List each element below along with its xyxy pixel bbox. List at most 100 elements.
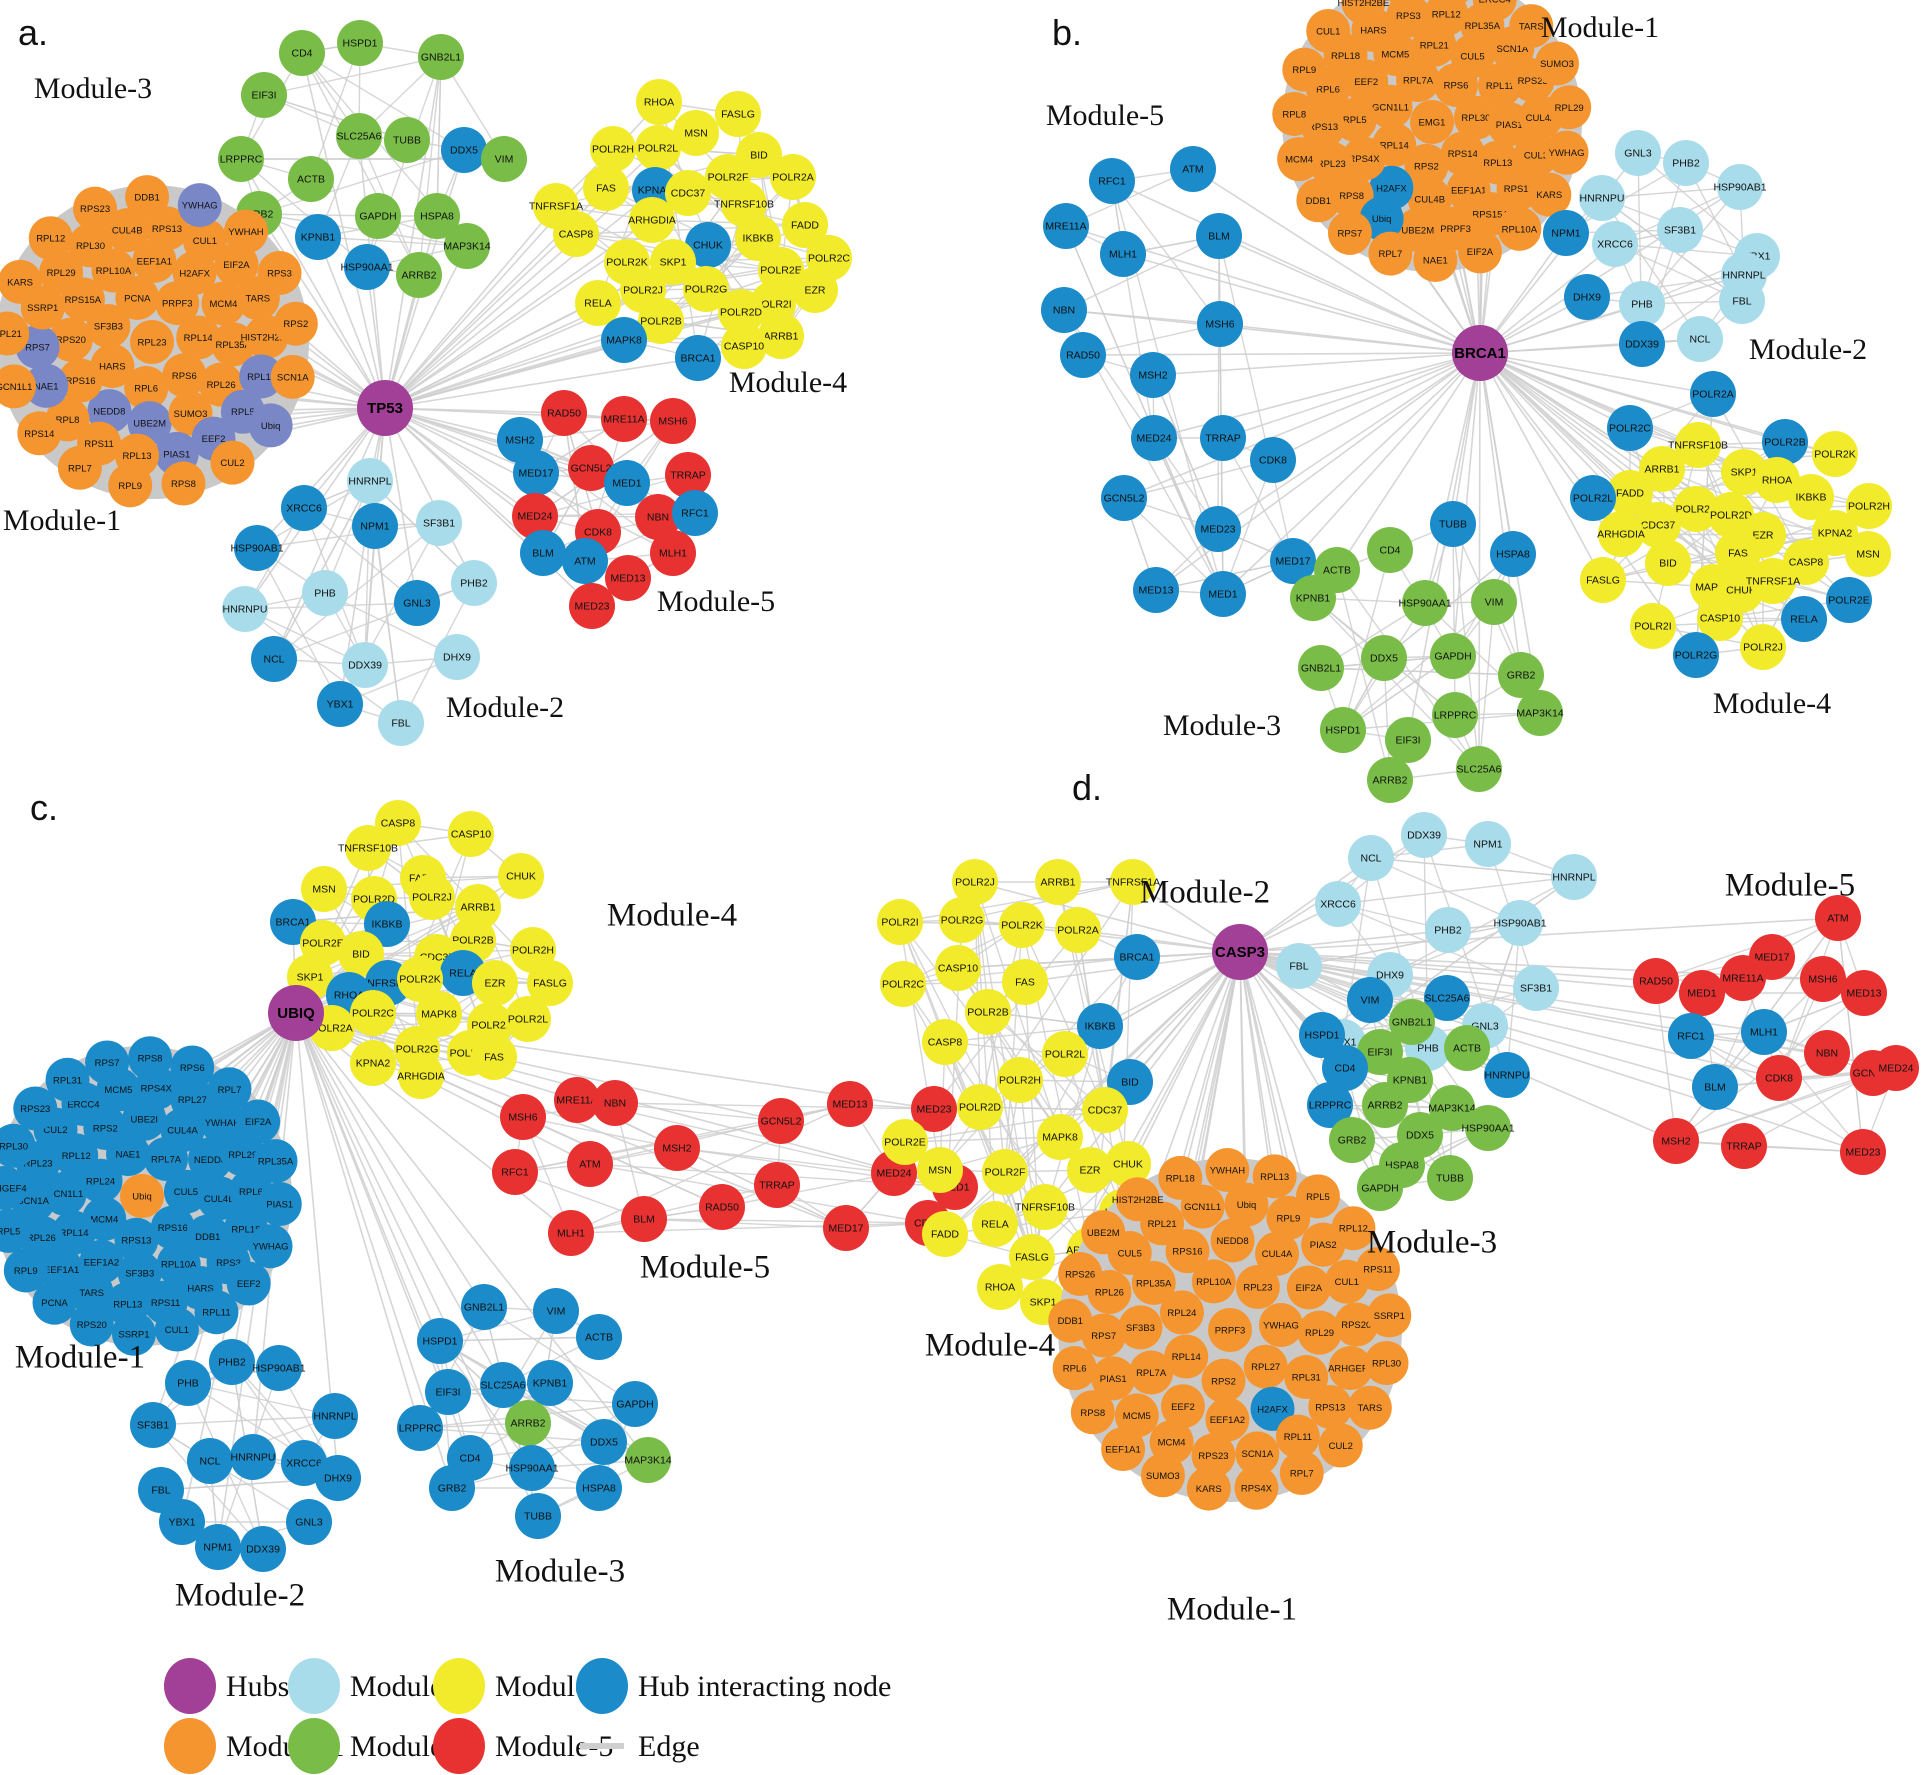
node-RPS26[interactable] xyxy=(1429,0,1473,8)
node-TARS[interactable] xyxy=(1347,1385,1392,1430)
node-RPS8[interactable] xyxy=(1070,1390,1115,1435)
node-TNFRSF10B[interactable] xyxy=(1675,422,1721,468)
node-HSPA8[interactable] xyxy=(576,1465,622,1511)
node-RPS26[interactable] xyxy=(1058,1251,1103,1296)
node-KARS[interactable] xyxy=(1527,172,1572,217)
node-POLR2L[interactable] xyxy=(505,996,551,1042)
node-POLR2K[interactable] xyxy=(397,956,443,1002)
node-Ubiq[interactable] xyxy=(248,403,293,448)
node-MAP3K14[interactable] xyxy=(444,223,490,269)
node-CDC37[interactable] xyxy=(665,170,711,216)
node-RPS8[interactable] xyxy=(128,1036,173,1081)
node-RHOA[interactable] xyxy=(636,79,682,125)
hub-node-TP53[interactable] xyxy=(357,380,413,436)
node-RPL24[interactable] xyxy=(1159,1290,1204,1335)
node-HNRNPU[interactable] xyxy=(1579,175,1625,221)
node-ARHGDIA[interactable] xyxy=(629,197,675,243)
node-RPS16[interactable] xyxy=(58,358,103,403)
node-YBX1[interactable] xyxy=(317,681,363,727)
node-POLR2J[interactable] xyxy=(952,859,998,905)
node-PIAS1[interactable] xyxy=(1091,1356,1136,1401)
node-FBL[interactable] xyxy=(1276,943,1322,989)
node-RPS11[interactable] xyxy=(1355,1247,1400,1292)
node-POLR2B[interactable] xyxy=(965,989,1011,1035)
node-YWHAG[interactable] xyxy=(1544,130,1589,175)
node-DHX9[interactable] xyxy=(1564,274,1610,320)
node-CASP10[interactable] xyxy=(448,811,494,857)
node-FADD[interactable] xyxy=(782,202,828,248)
node-RAD50[interactable] xyxy=(541,390,587,436)
node-IKBKB[interactable] xyxy=(1077,1003,1123,1049)
node-CHUK[interactable] xyxy=(498,853,544,899)
node-RPL35A[interactable] xyxy=(211,322,256,367)
node-MSN[interactable] xyxy=(301,866,347,912)
node-RPS6[interactable] xyxy=(170,1045,215,1090)
node-IKBKB[interactable] xyxy=(364,901,410,947)
node-RPL23[interactable] xyxy=(130,320,174,364)
node-RPL9[interactable] xyxy=(3,1248,48,1293)
node-ARRB2[interactable] xyxy=(396,252,442,298)
node-RPS7[interactable] xyxy=(85,1040,130,1085)
node-MED13[interactable] xyxy=(1841,970,1887,1016)
node-BRCA1[interactable] xyxy=(1114,934,1160,980)
node-POLR2C[interactable] xyxy=(880,961,926,1007)
node-HSPA8[interactable] xyxy=(1490,531,1536,577)
node-TUBB[interactable] xyxy=(384,117,430,163)
node-RPL8[interactable] xyxy=(1272,91,1317,136)
node-RFC1[interactable] xyxy=(1668,1013,1714,1059)
node-FAS[interactable] xyxy=(583,165,629,211)
node-MED24[interactable] xyxy=(1131,415,1177,461)
node-EZR[interactable] xyxy=(792,267,838,313)
node-ARHGEF4[interactable] xyxy=(0,1165,27,1210)
node-CUL2[interactable] xyxy=(1318,1423,1363,1468)
node-POLR2C[interactable] xyxy=(350,990,396,1036)
node-MED1[interactable] xyxy=(604,460,650,506)
node-VIM[interactable] xyxy=(1347,977,1393,1023)
node-RPL30[interactable] xyxy=(68,223,113,268)
node-RPL9[interactable] xyxy=(1282,47,1327,92)
node-RPL29[interactable] xyxy=(1547,85,1592,130)
node-PRPF3[interactable] xyxy=(1208,1308,1252,1352)
node-HSP90AB1[interactable] xyxy=(234,525,280,571)
node-HNRNPU[interactable] xyxy=(230,1434,276,1480)
node-TNFRSF1A[interactable] xyxy=(1750,558,1796,604)
node-RPL23[interactable] xyxy=(1309,141,1354,186)
node-RPL12[interactable] xyxy=(1424,0,1469,36)
node-DDX39[interactable] xyxy=(1619,321,1665,367)
node-GCN1L1[interactable] xyxy=(0,364,36,409)
node-YWHAH[interactable] xyxy=(223,209,268,254)
node-FASLG[interactable] xyxy=(715,91,761,137)
node-POLR2H[interactable] xyxy=(590,126,636,172)
node-GNL3[interactable] xyxy=(394,580,440,626)
node-RPS23[interactable] xyxy=(1191,1433,1236,1478)
node-TARS[interactable] xyxy=(1509,4,1554,49)
node-GAPDH[interactable] xyxy=(1357,1165,1403,1211)
node-RPS20[interactable] xyxy=(48,317,93,362)
node-RPL5[interactable] xyxy=(0,1208,31,1253)
node-EEF1A1[interactable] xyxy=(39,1247,84,1292)
node-LRPPRC[interactable] xyxy=(1307,1082,1353,1128)
node-CD4[interactable] xyxy=(279,30,325,76)
node-RPL10A[interactable] xyxy=(1497,206,1542,251)
node-HNRNPL[interactable] xyxy=(312,1393,358,1439)
node-EEF2[interactable] xyxy=(226,1261,271,1306)
node-GRB2[interactable] xyxy=(1498,652,1544,698)
node-ACTB[interactable] xyxy=(288,156,334,202)
node-ARRB1[interactable] xyxy=(1035,859,1081,905)
node-MCM4[interactable] xyxy=(1277,137,1322,182)
node-RELA[interactable] xyxy=(972,1201,1018,1247)
node-ATM[interactable] xyxy=(562,538,608,584)
node-RPS8[interactable] xyxy=(161,461,206,506)
node-MCM4[interactable] xyxy=(1149,1420,1194,1465)
node-POLR2B[interactable] xyxy=(1762,419,1808,465)
node-MSN[interactable] xyxy=(673,110,719,156)
node-KPNB1[interactable] xyxy=(295,214,341,260)
node-DDX39[interactable] xyxy=(342,642,388,688)
node-HNRNPU[interactable] xyxy=(222,586,268,632)
node-Ubiq[interactable] xyxy=(120,1174,164,1218)
node-RPL11[interactable] xyxy=(1275,1414,1320,1459)
node-TRRAP[interactable] xyxy=(1200,415,1246,461)
node-POLR2E[interactable] xyxy=(882,1119,928,1165)
node-MAP3K14[interactable] xyxy=(1517,690,1563,736)
node-HNRNPL[interactable] xyxy=(1551,854,1597,900)
